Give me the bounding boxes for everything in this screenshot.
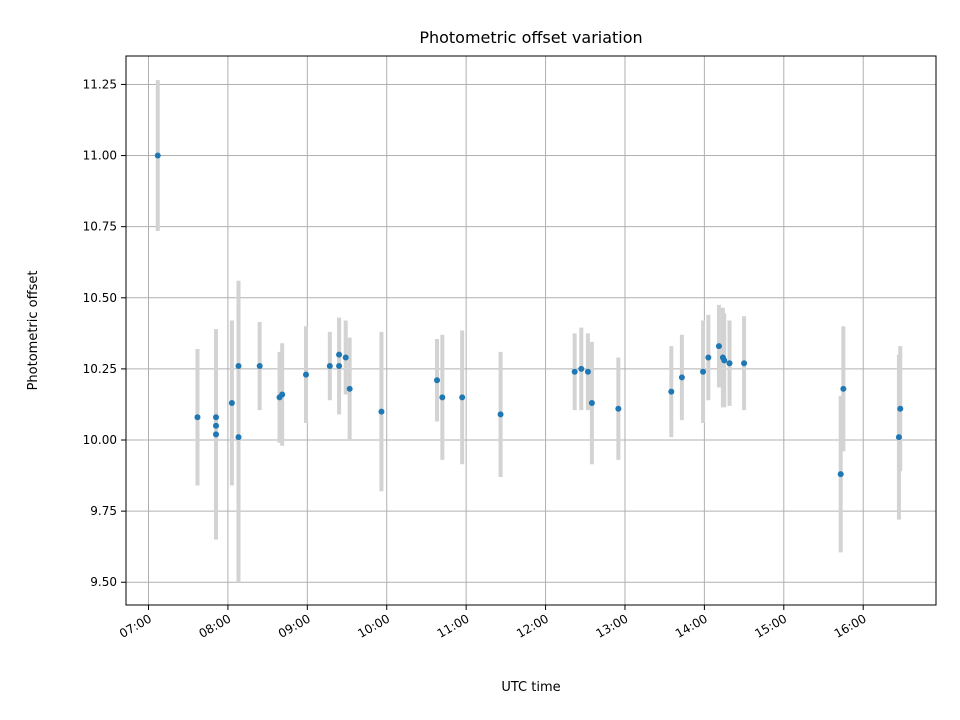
- data-point: [256, 363, 263, 370]
- y-tick-label: 9.50: [90, 575, 117, 589]
- data-point: [726, 360, 733, 367]
- data-point: [279, 391, 286, 398]
- data-point: [741, 360, 748, 367]
- data-point: [705, 354, 712, 361]
- data-point: [588, 400, 595, 407]
- data-point: [213, 414, 219, 421]
- data-point: [378, 408, 385, 415]
- grid: [126, 56, 936, 605]
- data-point: [213, 422, 219, 429]
- data-point: [336, 351, 343, 358]
- y-axis: 9.50 9.75 10.00 10.25 10.50 10.75 11.00 11.25: [83, 77, 126, 589]
- data-point: [235, 363, 242, 370]
- data-point: [228, 400, 235, 407]
- data-point: [154, 152, 161, 159]
- data-point: [346, 385, 353, 392]
- data-point: [837, 471, 844, 478]
- x-axis-label: UTC time: [501, 680, 560, 695]
- y-tick-label: 10.75: [83, 220, 117, 234]
- y-tick-label: 10.50: [83, 291, 117, 305]
- data-point: [342, 354, 349, 361]
- plot-frame: [125, 55, 937, 606]
- data-point: [584, 368, 591, 375]
- y-tick-label: 11.00: [83, 149, 117, 163]
- y-tick-label: 10.00: [83, 433, 117, 447]
- y-tick-label: 11.25: [83, 77, 117, 91]
- y-axis-label: Photometric offset: [26, 271, 41, 391]
- data-point: [434, 377, 441, 384]
- data-point: [326, 363, 333, 370]
- data-point: [840, 385, 847, 392]
- data-points: [154, 152, 904, 478]
- data-point: [213, 431, 219, 438]
- data-point: [578, 365, 585, 372]
- data-point: [235, 434, 242, 441]
- data-point: [678, 374, 685, 381]
- data-point: [439, 394, 446, 401]
- data-point: [303, 371, 309, 378]
- data-point: [497, 411, 504, 418]
- data-point: [336, 363, 343, 370]
- data-point: [668, 388, 675, 395]
- data-point: [700, 368, 707, 375]
- chart-title: Photometric offset variation: [419, 28, 642, 47]
- data-point: [571, 368, 578, 375]
- y-tick-label: 9.75: [90, 504, 117, 518]
- y-tick-label: 10.25: [83, 362, 117, 376]
- data-point: [721, 357, 728, 364]
- data-point: [895, 434, 902, 441]
- data-point: [715, 343, 722, 350]
- data-point: [897, 405, 904, 412]
- data-point: [459, 394, 466, 401]
- data-point: [615, 405, 622, 412]
- data-point: [194, 414, 201, 421]
